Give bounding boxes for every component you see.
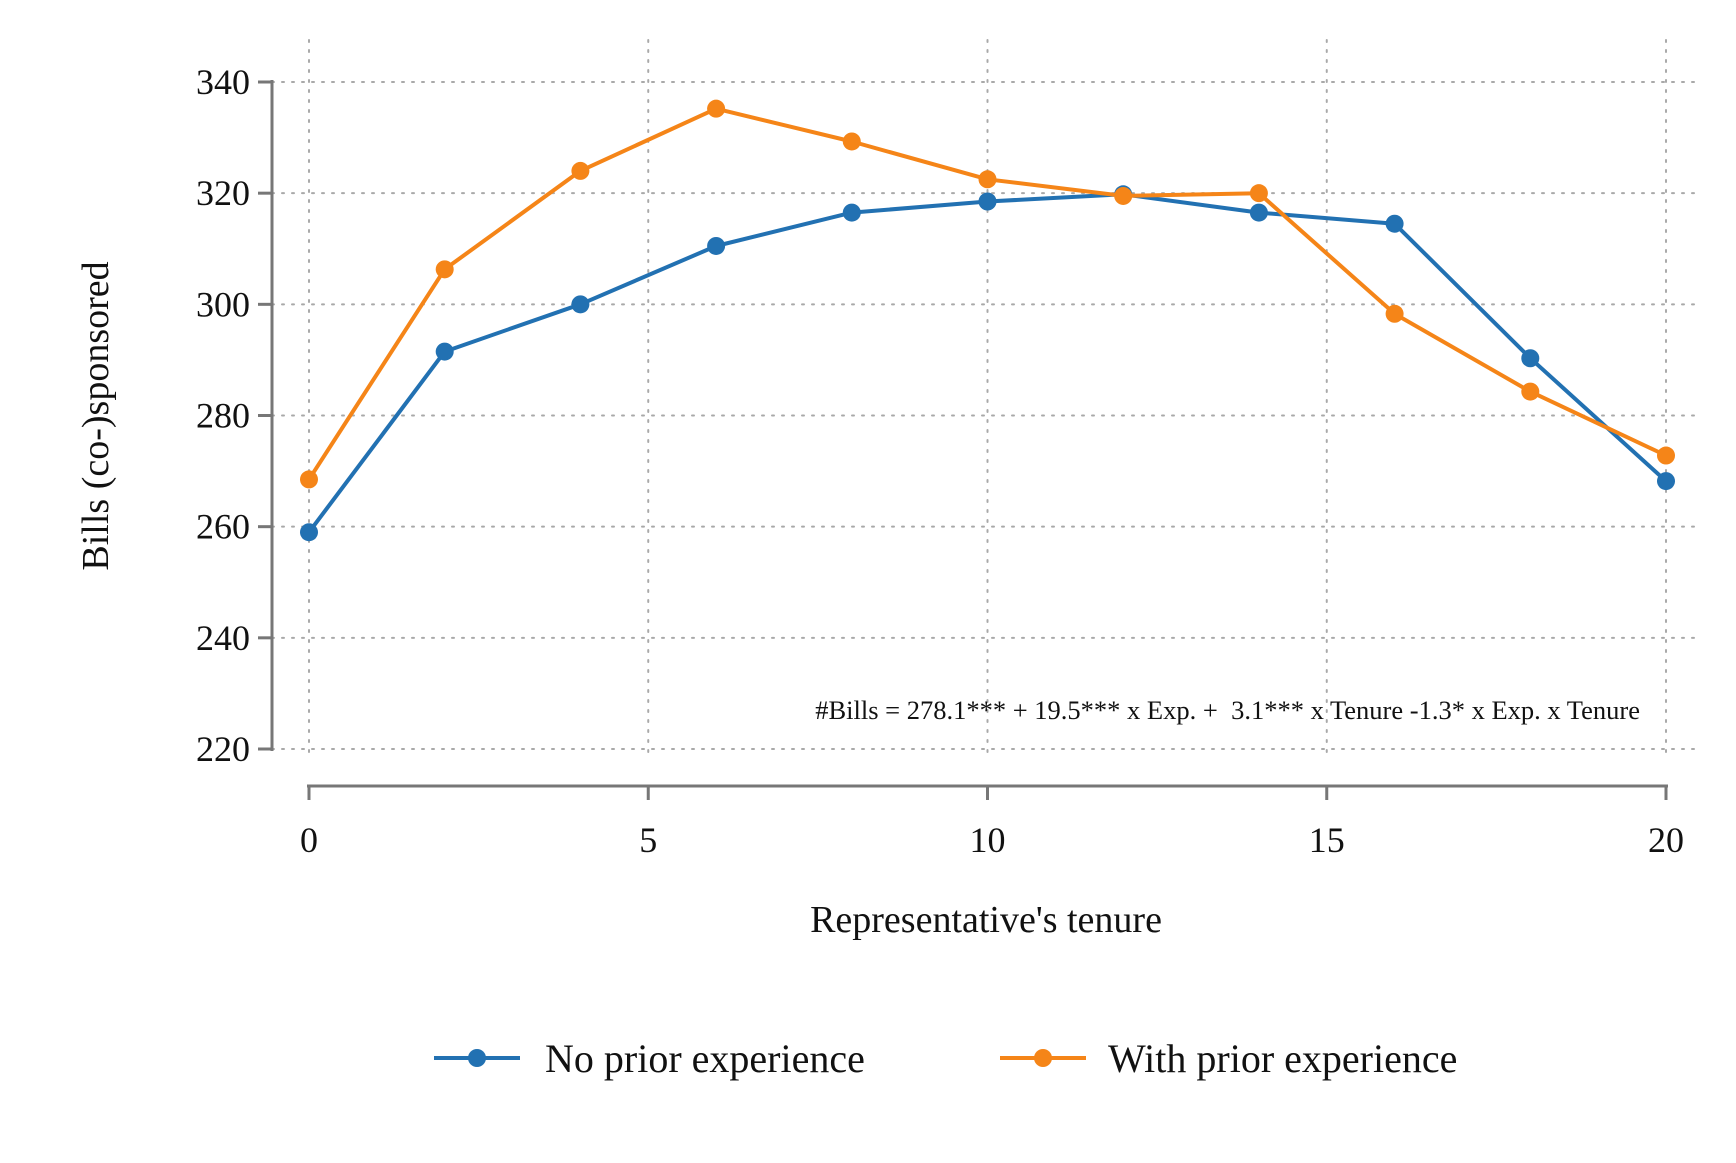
legend-label: With prior experience	[1108, 1036, 1457, 1081]
data-point	[1657, 446, 1675, 465]
x-tick-label: 10	[970, 820, 1006, 860]
data-point	[1521, 382, 1540, 401]
legend-label: No prior experience	[545, 1036, 865, 1081]
legend-swatch-marker	[1034, 1049, 1052, 1067]
x-tick-label: 5	[639, 820, 657, 860]
data-point	[707, 236, 726, 255]
regression-annotation: #Bills = 278.1*** + 19.5*** x Exp. + 3.1…	[815, 695, 1640, 725]
y-tick-label: 220	[196, 729, 250, 769]
y-tick-label: 260	[196, 507, 250, 547]
data-point	[978, 192, 997, 211]
series-1	[300, 185, 1675, 542]
series-2	[300, 99, 1675, 489]
legend-item: No prior experience	[434, 1036, 865, 1081]
axes: 220 240 260 280 300 320 340 0 5 10 15 20	[196, 62, 1684, 860]
legend-item: With prior experience	[1000, 1036, 1457, 1081]
data-point	[1249, 203, 1268, 222]
data-point	[978, 170, 997, 189]
data-point	[707, 99, 726, 118]
y-tick-label: 280	[196, 396, 250, 436]
data-point	[842, 132, 861, 151]
data-point	[1521, 349, 1540, 368]
y-axis-title: Bills (co-)sponsored	[75, 261, 117, 570]
data-point	[1114, 186, 1133, 205]
x-tick-label: 20	[1648, 820, 1684, 860]
y-tick-label: 340	[196, 62, 250, 102]
series-line	[307, 106, 1667, 481]
data-point	[300, 523, 318, 542]
y-tick-label: 240	[196, 618, 250, 658]
data-point	[1249, 184, 1268, 203]
y-tick-label: 300	[196, 284, 250, 324]
data-point	[571, 161, 590, 180]
y-tick-label: 320	[196, 173, 250, 213]
data-point	[1385, 304, 1404, 323]
data-point	[842, 203, 861, 222]
data-point	[571, 295, 590, 314]
legend-swatch-marker	[468, 1049, 486, 1067]
grid	[271, 39, 1701, 761]
x-tick-label: 15	[1309, 820, 1345, 860]
x-tick-label: 0	[300, 820, 318, 860]
series	[300, 99, 1675, 542]
data-point	[1385, 214, 1404, 233]
data-point	[300, 470, 318, 489]
data-point	[435, 260, 454, 279]
data-point	[1657, 472, 1675, 491]
legend: No prior experience With prior experience	[434, 1036, 1457, 1081]
data-point	[435, 342, 454, 361]
x-axis-title: Representative's tenure	[810, 899, 1162, 941]
